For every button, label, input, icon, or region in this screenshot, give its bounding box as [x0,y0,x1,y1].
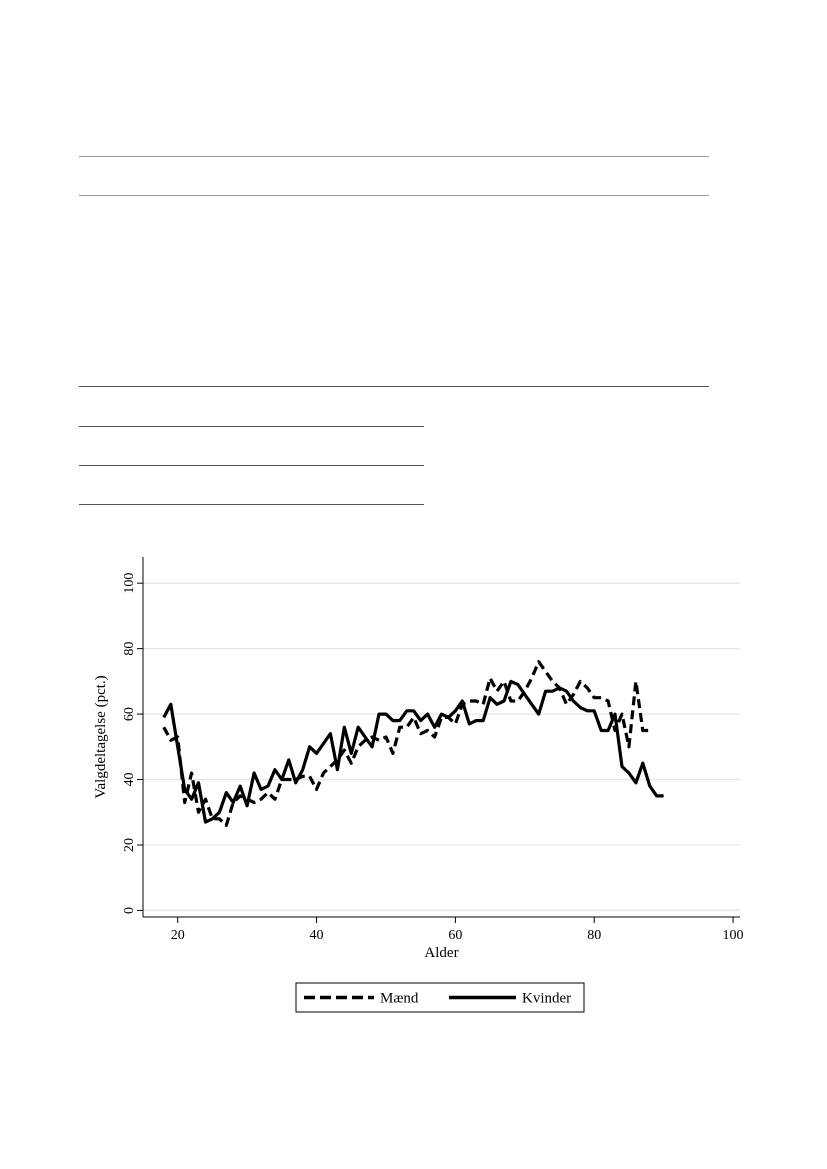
series-lines [162,660,664,827]
y-tick-label-60: 60 [122,707,137,721]
y-axis-label: Valgdeltagelse (pct.) [93,675,109,798]
legend-label-maend: Mænd [380,991,419,1007]
y-tick-label-0: 0 [122,907,137,914]
legend: Mænd Kvinder [295,982,585,1013]
x-tick-label-40: 40 [310,928,324,943]
y-ticks: 0 20 40 60 80 100 [122,573,143,914]
x-tick-label-20: 20 [171,928,185,943]
y-tick-label-80: 80 [122,642,137,656]
series-line-1 [162,679,664,824]
note-rule-2 [79,465,424,466]
turnout-chart: 0 20 40 60 80 100 20 40 60 80 100 Alder Valgdelta… [80,545,760,1025]
chart-svg: 0 20 40 60 80 100 20 40 60 80 100 Alder Valgdelta… [93,557,744,1013]
series-line-0 [162,660,650,827]
y-tick-label-100: 100 [122,573,137,594]
x-ticks: 20 40 60 80 100 [171,917,744,943]
table-rule-header [79,195,709,196]
x-tick-label-60: 60 [448,928,462,943]
table-rule-top [79,156,709,157]
note-rule-3 [79,504,424,505]
grid-lines [143,582,740,912]
y-tick-label-20: 20 [122,838,137,852]
axes [142,557,740,918]
note-rule-1 [79,426,424,427]
x-tick-label-100: 100 [723,928,744,943]
legend-label-kvinder: Kvinder [522,991,571,1007]
x-tick-label-80: 80 [587,928,601,943]
x-axis-label: Alder [424,945,458,961]
table-rule-bottom [79,386,709,387]
y-tick-label-40: 40 [122,773,137,787]
